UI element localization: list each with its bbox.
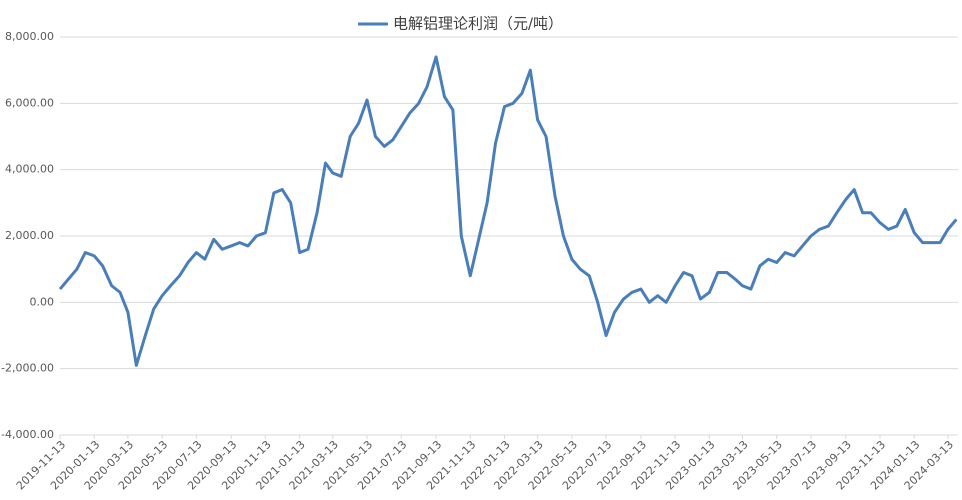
y-tick-label: 6,000.00 <box>5 96 54 109</box>
y-tick-label: 8,000.00 <box>5 30 54 43</box>
data-line <box>58 55 958 367</box>
y-tick-label: 0.00 <box>30 295 55 308</box>
legend-text: 电解铝理论利润（元/吨） <box>393 15 563 33</box>
y-tick-label: 2,000.00 <box>5 229 54 242</box>
y-tick-label: 4,000.00 <box>5 163 54 176</box>
y-tick-label: -4,000.00 <box>1 428 54 441</box>
y-tick-label: -2,000.00 <box>1 362 54 375</box>
